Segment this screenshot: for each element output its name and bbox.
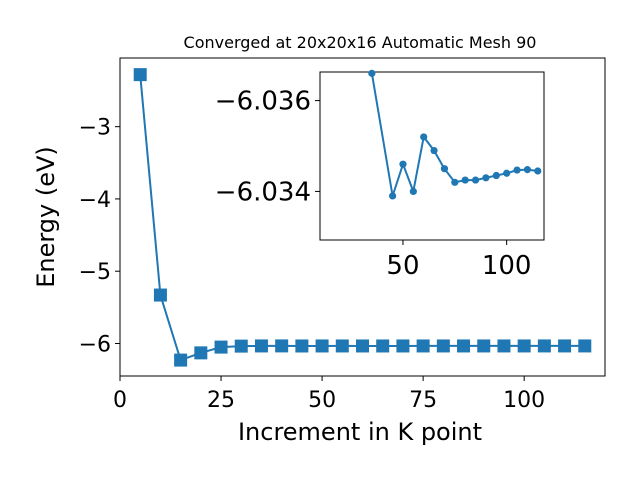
main-data-point [315, 339, 329, 353]
inset-series-line [370, 73, 538, 197]
main-data-point [436, 339, 450, 353]
main-y-tick-label: −4 [79, 188, 111, 213]
inset-data-point [430, 146, 438, 155]
main-data-point [497, 339, 511, 353]
main-data-point [558, 339, 572, 353]
main-plot-frame [119, 57, 606, 377]
main-x-tick-label: 25 [207, 388, 235, 413]
main-y-tick-label: −3 [79, 116, 111, 141]
main-data-point [578, 339, 592, 353]
main-data-point [133, 68, 147, 82]
main-data-point [174, 353, 188, 367]
main-data-point [477, 339, 491, 353]
main-data-point [214, 340, 228, 354]
main-data-point [194, 346, 208, 360]
main-data-point [153, 288, 167, 302]
inset-x-tick-label: 50 [386, 251, 419, 281]
inset-data-point [420, 133, 428, 141]
inset-plot-frame [319, 71, 545, 241]
main-data-point [376, 339, 390, 353]
inset-data-point [461, 176, 469, 184]
main-data-point [517, 339, 531, 353]
inset-data-point [471, 176, 480, 184]
main-data-point [356, 339, 369, 353]
inset-y-tick-label: −6.034 [215, 177, 311, 207]
y-axis-label: Energy (eV) [32, 146, 60, 288]
inset-x-tick-label: 100 [482, 251, 532, 281]
inset-data-point [523, 166, 532, 174]
main-data-point [537, 339, 551, 353]
inset-data-point [503, 169, 511, 177]
main-data-point [234, 339, 248, 353]
main-data-point [335, 339, 349, 353]
main-axes: 0 25 50 75 100 −3 −4 −5 −6 [79, 57, 606, 413]
main-x-tick-label: 75 [409, 388, 437, 413]
inset-data-point [399, 160, 407, 168]
main-data-point [457, 339, 471, 353]
inset-data-point [492, 171, 500, 180]
inset-data-point [513, 166, 521, 174]
main-y-tick-label: −6 [79, 332, 111, 357]
inset-data-point [451, 178, 459, 186]
main-data-point [396, 339, 410, 353]
chart-title: Converged at 20x20x16 Automatic Mesh 90 [184, 33, 537, 52]
main-data-point [275, 339, 289, 353]
main-data-point [254, 339, 268, 353]
inset-data-point [534, 167, 542, 175]
main-x-tick-label: 100 [503, 388, 545, 413]
inset-data-point [388, 192, 397, 200]
inset-data-point [482, 174, 490, 182]
main-x-tick-label: 50 [308, 388, 336, 413]
inset-data-point [409, 187, 417, 196]
main-data-point [416, 339, 430, 353]
main-data-point [295, 339, 309, 353]
inset-axes: 50 100 −6.036 −6.034 [215, 69, 545, 281]
main-y-tick-label: −5 [79, 260, 111, 285]
main-x-tick-label: 0 [113, 388, 127, 413]
inset-data-point [368, 69, 376, 77]
inset-data-point [440, 165, 449, 173]
inset-y-tick-label: −6.036 [215, 87, 311, 117]
x-axis-label: Increment in K point [238, 418, 482, 446]
